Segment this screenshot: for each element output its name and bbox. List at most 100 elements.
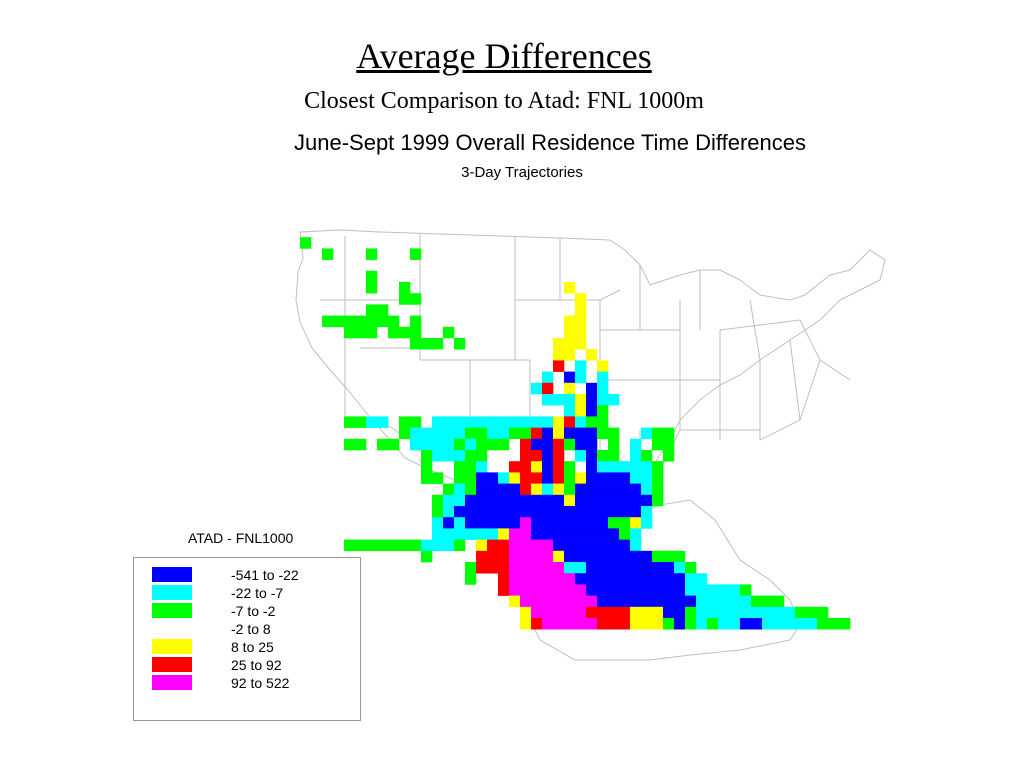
grid-cell (586, 450, 598, 462)
grid-cell (553, 450, 565, 462)
grid-cell (619, 550, 631, 563)
legend-label: 8 to 25 (231, 639, 274, 655)
grid-cell (498, 517, 510, 529)
grid-cell (564, 595, 576, 608)
grid-cell (520, 562, 532, 574)
grid-cell (465, 517, 477, 529)
grid-cell (575, 506, 587, 518)
grid-cell (586, 618, 598, 630)
grid-cell (619, 606, 631, 619)
grid-cell (498, 483, 510, 496)
grid-cell (608, 517, 620, 529)
grid-cell (685, 595, 697, 608)
grid-cell (586, 405, 598, 417)
grid-cell (498, 539, 510, 552)
grid-cell (531, 595, 543, 608)
grid-cell (641, 562, 653, 574)
grid-cell (575, 562, 587, 574)
grid-cell (388, 326, 400, 339)
grid-cell (564, 517, 576, 529)
grid-cell (520, 550, 532, 563)
grid-cell (674, 606, 686, 619)
grid-cell (597, 539, 609, 552)
grid-cell (564, 405, 576, 417)
grid-cell (597, 573, 609, 585)
grid-cell (410, 293, 422, 305)
grid-cell (597, 405, 609, 417)
grid-cell (575, 550, 587, 563)
grid-cell (553, 517, 565, 529)
grid-cell (564, 528, 576, 540)
grid-cell (454, 427, 466, 440)
grid-cell (575, 539, 587, 552)
grid-cell (597, 550, 609, 563)
grid-cell (553, 472, 565, 484)
grid-cell (630, 506, 642, 518)
grid-cell (465, 438, 477, 451)
grid-cell (674, 584, 686, 596)
grid-cell (597, 528, 609, 540)
grid-cell (597, 450, 609, 462)
grid-cell (575, 338, 587, 350)
grid-cell (531, 461, 543, 473)
grid-cell (476, 427, 488, 440)
grid-cell (421, 438, 433, 451)
grid-cell (531, 618, 543, 630)
grid-cell (608, 483, 620, 496)
grid-cell (553, 584, 565, 596)
grid-cell (520, 472, 532, 484)
grid-cell (564, 416, 576, 428)
grid-cell (520, 483, 532, 496)
grid-cell (355, 539, 367, 552)
grid-cell (564, 338, 576, 350)
grid-cell (597, 618, 609, 630)
grid-cell (619, 461, 631, 473)
grid-cell (377, 304, 389, 316)
grid-cell (520, 427, 532, 440)
grid-cell (597, 472, 609, 484)
grid-cell (575, 304, 587, 316)
grid-cell (509, 550, 521, 563)
grid-cell (619, 472, 631, 484)
grid-cell (531, 506, 543, 518)
grid-cell (421, 450, 433, 462)
grid-cell (366, 326, 378, 339)
grid-cell (597, 595, 609, 608)
grid-cell (421, 427, 433, 440)
grid-cell (520, 618, 532, 630)
grid-cell (729, 618, 741, 630)
grid-cell (696, 573, 708, 585)
grid-cell (443, 528, 455, 540)
legend-swatch (152, 639, 192, 654)
grid-cell (564, 282, 576, 294)
grid-cell (652, 584, 664, 596)
grid-cell (630, 584, 642, 596)
grid-cell (542, 461, 554, 473)
grid-cell (542, 550, 554, 563)
grid-cell (520, 573, 532, 585)
grid-cell (652, 427, 664, 440)
grid-cell (542, 539, 554, 552)
grid-cell (366, 248, 378, 260)
legend-item: -7 to -2 (152, 602, 352, 620)
grid-cell (608, 606, 620, 619)
grid-cell (586, 506, 598, 518)
grid-cell (542, 394, 554, 406)
grid-cell (685, 618, 697, 630)
grid-cell (586, 494, 598, 507)
grid-cell (564, 461, 576, 473)
grid-cell (586, 349, 598, 361)
grid-cell (740, 584, 752, 596)
grid-cell (553, 506, 565, 518)
grid-cell (575, 427, 587, 440)
grid-cell (608, 472, 620, 484)
grid-cell (531, 494, 543, 507)
grid-cell (652, 595, 664, 608)
grid-cell (608, 461, 620, 473)
grid-cell (564, 550, 576, 563)
grid-cell (366, 416, 378, 428)
grid-cell (465, 506, 477, 518)
grid-cell (564, 573, 576, 585)
grid-cell (707, 618, 719, 630)
